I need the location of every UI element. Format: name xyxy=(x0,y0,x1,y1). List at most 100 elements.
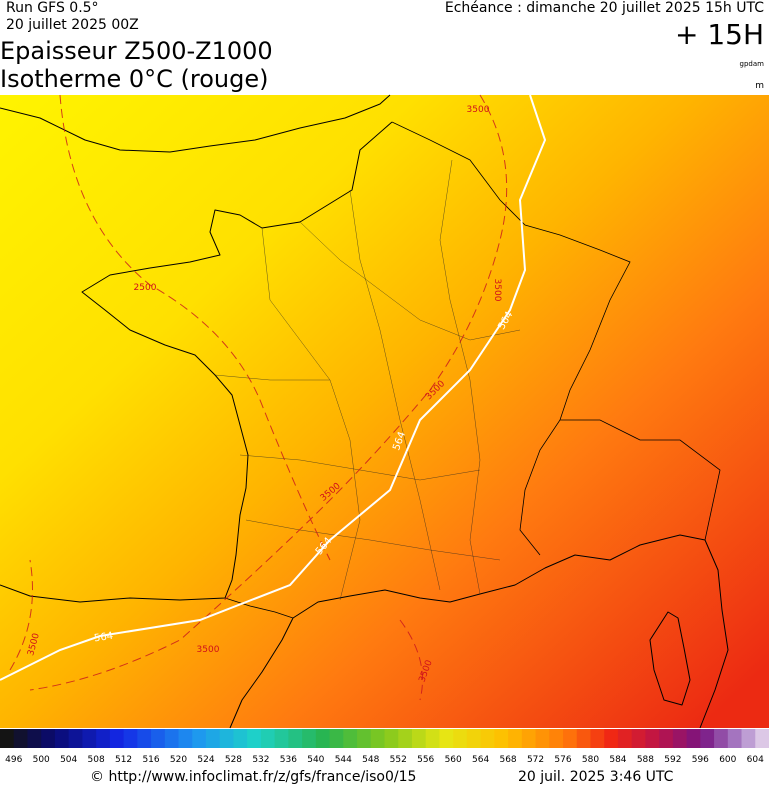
colorbar-swatch xyxy=(151,729,166,748)
colorbar-swatch xyxy=(274,729,289,748)
colorbar-swatch xyxy=(617,729,633,748)
contour-label: 2500 xyxy=(134,283,157,293)
colorbar-swatch xyxy=(233,729,248,748)
run-date: 20 juillet 2025 00Z xyxy=(6,17,139,33)
colorbar-swatch xyxy=(700,729,715,748)
colorbar-label: 500 xyxy=(33,755,50,765)
colorbar-swatch xyxy=(27,729,42,748)
colorbar: 496 500 504 508 512 516 520 524 528 532 536 540 544 5… xyxy=(0,729,769,765)
colorbar-swatch xyxy=(604,729,619,748)
colorbar-swatch xyxy=(659,729,674,748)
colorbar-label: 604 xyxy=(747,755,764,765)
colorbar-swatch xyxy=(370,729,385,748)
departments xyxy=(214,159,521,601)
colorbar-swatch xyxy=(302,729,317,748)
contour-label: 3500 xyxy=(197,645,220,655)
colorbar-swatch xyxy=(549,729,564,748)
colorbar-label: 496 xyxy=(5,755,22,765)
colorbar-label: 580 xyxy=(582,755,599,765)
coastline-england xyxy=(0,94,391,153)
colorbar-swatch xyxy=(398,729,413,748)
colorbar-label: 600 xyxy=(719,755,736,765)
colorbar-label: 596 xyxy=(692,755,709,765)
colorbar-swatch xyxy=(631,729,646,748)
colorbar-label: 556 xyxy=(417,755,434,765)
colorbar-swatch xyxy=(672,729,688,748)
coastline-mediterranean xyxy=(229,534,729,729)
colorbar-label: 536 xyxy=(280,755,297,765)
colorbar-swatch xyxy=(247,729,262,748)
colorbar-label: 548 xyxy=(362,755,379,765)
colorbar-swatch xyxy=(384,729,399,748)
colorbar-swatch xyxy=(576,729,591,748)
colorbar-label: 504 xyxy=(60,755,77,765)
colorbar-swatch xyxy=(714,729,729,748)
colorbar-label: 532 xyxy=(252,755,269,765)
colorbar-swatch xyxy=(13,729,28,748)
footer-date: 20 juil. 2025 3:46 UTC xyxy=(518,769,674,785)
colorbar-swatch xyxy=(178,729,193,748)
colorbar-swatch xyxy=(563,729,578,748)
title-1: Epaisseur Z500-Z1000 xyxy=(0,37,273,65)
colorbar-swatch xyxy=(466,729,482,748)
colorbar-label: 592 xyxy=(664,755,681,765)
colorbar-label: 524 xyxy=(197,755,214,765)
colorbar-label: 508 xyxy=(88,755,105,765)
coastline-corsica xyxy=(649,611,691,706)
colorbar-swatch xyxy=(288,729,303,748)
colorbar-label: 512 xyxy=(115,755,132,765)
contour-label: 3500 xyxy=(467,105,490,115)
unit-1: gpdam xyxy=(740,60,765,68)
footer-url: © http://www.infoclimat.fr/z/gfs/france/… xyxy=(90,769,416,785)
border-east xyxy=(391,121,631,556)
colorbar-swatch xyxy=(357,729,372,748)
colorbar-swatch xyxy=(411,729,427,748)
contour-564 xyxy=(0,94,547,681)
contour-label: 564 xyxy=(93,631,113,645)
colorbar-label: 552 xyxy=(390,755,407,765)
colorbar-label: 540 xyxy=(307,755,324,765)
colorbar-label: 560 xyxy=(445,755,462,765)
colorbar-label: 528 xyxy=(225,755,242,765)
colorbar-swatch xyxy=(480,729,495,748)
run: Run GFS 0.5° xyxy=(6,0,99,16)
colorbar-swatch xyxy=(109,729,125,748)
colorbar-swatch xyxy=(123,729,138,748)
colorbar-swatch xyxy=(260,729,276,748)
colorbar-swatch xyxy=(54,729,70,748)
thickness-field xyxy=(0,95,769,728)
colorbar-swatch xyxy=(741,729,756,748)
colorbar-swatch xyxy=(755,729,769,748)
colorbar-swatch xyxy=(164,729,180,748)
colorbar-swatch xyxy=(727,729,743,748)
colorbar-swatch xyxy=(645,729,660,748)
colorbar-label: 544 xyxy=(335,755,352,765)
colorbar-swatch xyxy=(439,729,454,748)
map: 3500 2500 3500 3500 3500 3500 3500 3500 … xyxy=(0,94,769,729)
title-2: Isotherme 0°C (rouge) xyxy=(0,65,269,93)
colorbar-swatch xyxy=(521,729,537,748)
colorbar-swatch xyxy=(494,729,509,748)
isotherm-0c xyxy=(9,94,508,701)
colorbar-swatch xyxy=(686,729,701,748)
border-switzerland xyxy=(560,419,721,541)
colorbar-swatch xyxy=(137,729,152,748)
colorbar-swatch xyxy=(96,729,111,748)
colorbar-swatch xyxy=(219,729,234,748)
colorbar-swatch xyxy=(508,729,523,748)
contour-label: 3500 xyxy=(492,279,502,302)
colorbar-label: 588 xyxy=(637,755,654,765)
colorbar-label: 576 xyxy=(554,755,571,765)
colorbar-label: 516 xyxy=(142,755,159,765)
colorbar-swatch xyxy=(329,729,344,748)
colorbar-label: 520 xyxy=(170,755,187,765)
colorbar-swatch xyxy=(192,729,207,748)
colorbar-swatch xyxy=(41,729,56,748)
colorbar-swatch xyxy=(68,729,83,748)
colorbar-swatch xyxy=(425,729,440,748)
unit-2: m xyxy=(755,81,764,91)
lead-time: + 15H xyxy=(675,18,764,51)
colorbar-swatch xyxy=(0,729,15,748)
colorbar-swatch xyxy=(343,729,358,748)
